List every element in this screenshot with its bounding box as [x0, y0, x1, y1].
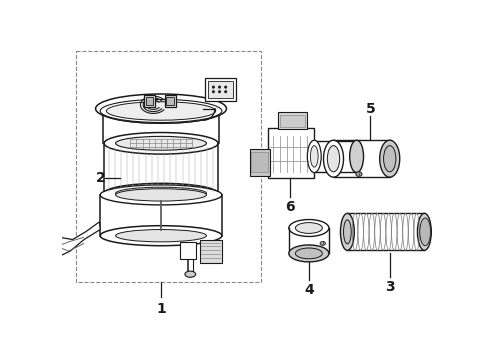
Text: 4: 4	[304, 283, 314, 297]
Ellipse shape	[212, 86, 215, 88]
Ellipse shape	[343, 220, 351, 244]
Ellipse shape	[289, 245, 329, 262]
Ellipse shape	[380, 140, 400, 177]
Ellipse shape	[104, 183, 218, 203]
Ellipse shape	[96, 94, 226, 123]
Text: 2: 2	[96, 171, 106, 185]
Bar	[278, 112, 307, 130]
Ellipse shape	[116, 187, 206, 199]
Ellipse shape	[417, 213, 431, 250]
Ellipse shape	[356, 172, 362, 176]
Ellipse shape	[323, 140, 343, 177]
Ellipse shape	[100, 185, 222, 205]
Bar	[76, 51, 261, 282]
Ellipse shape	[420, 220, 428, 244]
Ellipse shape	[100, 99, 222, 122]
Ellipse shape	[103, 102, 219, 123]
Polygon shape	[47, 222, 100, 257]
Ellipse shape	[420, 218, 431, 246]
Ellipse shape	[219, 91, 220, 93]
Bar	[205, 78, 236, 101]
Ellipse shape	[106, 102, 216, 120]
Ellipse shape	[350, 140, 364, 172]
Ellipse shape	[116, 136, 206, 150]
Ellipse shape	[116, 189, 206, 201]
Bar	[280, 115, 305, 127]
Ellipse shape	[185, 271, 196, 277]
Ellipse shape	[212, 91, 215, 93]
Text: 5: 5	[366, 102, 375, 116]
Text: 1: 1	[156, 302, 166, 316]
Bar	[146, 97, 153, 105]
Ellipse shape	[307, 140, 321, 172]
Ellipse shape	[311, 145, 318, 167]
Text: 3: 3	[385, 280, 394, 294]
Ellipse shape	[100, 226, 222, 246]
Ellipse shape	[289, 220, 329, 237]
Ellipse shape	[384, 145, 396, 172]
Ellipse shape	[327, 145, 340, 172]
Ellipse shape	[341, 213, 354, 250]
Ellipse shape	[295, 248, 322, 259]
Polygon shape	[165, 95, 176, 107]
Ellipse shape	[104, 132, 218, 154]
Polygon shape	[144, 95, 155, 107]
Polygon shape	[180, 242, 196, 259]
Bar	[208, 81, 233, 98]
Ellipse shape	[224, 86, 227, 88]
Bar	[251, 152, 268, 172]
Text: 6: 6	[285, 200, 294, 214]
Bar	[268, 128, 314, 178]
Bar	[249, 149, 270, 176]
Ellipse shape	[224, 91, 227, 93]
Ellipse shape	[219, 86, 220, 88]
Ellipse shape	[320, 242, 325, 245]
Bar	[167, 97, 174, 105]
Ellipse shape	[295, 222, 322, 233]
Ellipse shape	[116, 230, 206, 242]
Polygon shape	[199, 239, 222, 263]
